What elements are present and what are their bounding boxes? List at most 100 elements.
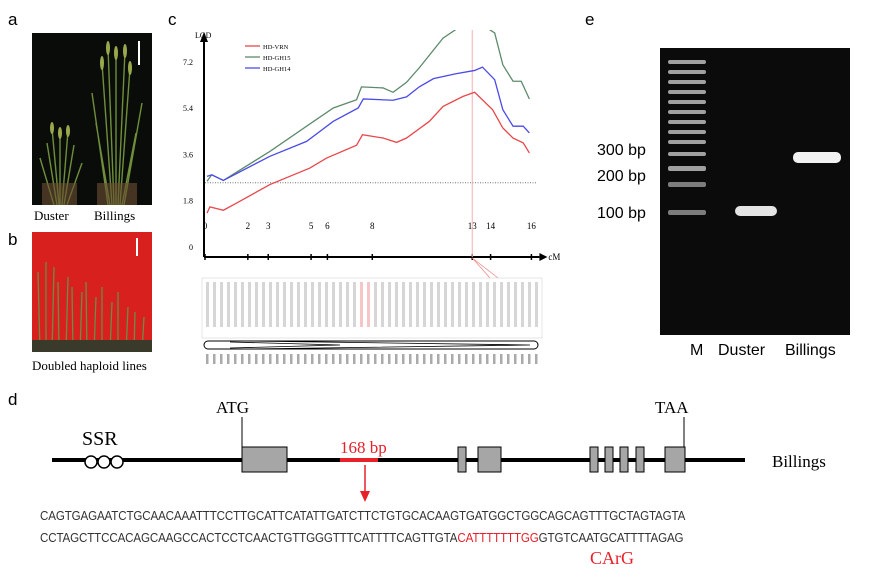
size-100bp: 100 bp [597, 205, 646, 222]
marker-name [402, 282, 405, 327]
lane-duster: Duster [718, 342, 766, 359]
ladder-band [668, 152, 706, 156]
marker-name [486, 282, 489, 327]
link-line [472, 257, 499, 279]
panel-label-b: b [8, 230, 18, 249]
marker-name [409, 282, 412, 327]
ladder-band [668, 166, 706, 171]
marker-name [472, 282, 475, 327]
position-label [493, 354, 496, 364]
marker-name [325, 282, 328, 327]
marker-name [381, 282, 384, 327]
marker-label: 16 [527, 221, 537, 231]
ssr-circles [84, 455, 124, 469]
marker-name [262, 282, 265, 327]
marker-name [269, 282, 272, 327]
marker-name [416, 282, 419, 327]
y-tick-label: 7.2 [183, 58, 193, 67]
panel-label-a: a [8, 10, 18, 29]
legend-entry: HD-GH14 [263, 66, 291, 73]
position-label [325, 354, 328, 364]
y-tick-label: 0 [189, 243, 193, 252]
marker-name [528, 282, 531, 327]
ladder-band [668, 90, 706, 94]
position-label [248, 354, 251, 364]
position-label [451, 354, 454, 364]
position-label [528, 354, 531, 364]
marker-map-box [201, 277, 543, 339]
position-label [416, 354, 419, 364]
caption-doubled-haploid-lines: Doubled haploid lines [32, 358, 147, 373]
x-axis-arrow [539, 253, 548, 261]
position-label [318, 354, 321, 364]
position-label [367, 354, 370, 364]
marker-name [465, 282, 468, 327]
size-200bp: 200 bp [597, 168, 646, 185]
carg-box-sequence: CATTTTTTTGG [457, 531, 539, 545]
position-label [395, 354, 398, 364]
atg-label: ATG [216, 398, 250, 417]
position-label [458, 354, 461, 364]
position-label [304, 354, 307, 364]
photo-doubled-haploid-lines [32, 232, 152, 352]
marker-name [241, 282, 244, 327]
panel-label-c: c [168, 10, 177, 29]
position-label [486, 354, 489, 364]
marker-name [276, 282, 279, 327]
marker-name [367, 282, 370, 327]
position-label [213, 354, 216, 364]
marker-name [507, 282, 510, 327]
position-label [423, 354, 426, 364]
series-line-hd-gh15 [206, 30, 530, 182]
marker-name [290, 282, 293, 327]
marker-name [227, 282, 230, 327]
y-axis-label: LOD [195, 31, 212, 40]
ladder-band [668, 80, 706, 84]
position-label [262, 354, 265, 364]
position-label [381, 354, 384, 364]
position-label [353, 354, 356, 364]
lane-billings: Billings [785, 342, 836, 359]
marker-name [430, 282, 433, 327]
sequence-line-2: CCTAGCTTCCACAGCAAGCCACTCCTCAACTGTTGGGTTT… [40, 531, 684, 545]
marker-name [437, 282, 440, 327]
position-label [479, 354, 482, 364]
position-label [290, 354, 293, 364]
position-label [374, 354, 377, 364]
marker-name [318, 282, 321, 327]
panel-label-e: e [585, 10, 595, 29]
marker-name [374, 282, 377, 327]
marker-name [255, 282, 258, 327]
marker-label: 0 [203, 221, 208, 231]
marker-name [304, 282, 307, 327]
exon-boxes [241, 446, 686, 473]
gene-structure-diagram [52, 417, 745, 502]
position-label [276, 354, 279, 364]
y-tick-label: 5.4 [183, 104, 193, 113]
label-billings: Billings [94, 208, 136, 223]
position-label [332, 354, 335, 364]
position-label [437, 354, 440, 364]
chromosome-links [229, 340, 531, 350]
marker-label: 6 [325, 221, 330, 231]
position-label [283, 354, 286, 364]
position-label [297, 354, 300, 364]
ladder-band [668, 60, 706, 64]
marker-name [395, 282, 398, 327]
billings-line-label: Billings [772, 452, 826, 471]
marker-name [388, 282, 391, 327]
marker-label: 2 [246, 221, 251, 231]
taa-label: TAA [655, 398, 689, 417]
insertion-label: 168 bp [340, 438, 387, 457]
marker-name [521, 282, 524, 327]
position-label [220, 354, 223, 364]
position-label [535, 354, 538, 364]
marker-label: 14 [486, 221, 496, 231]
position-label [311, 354, 314, 364]
position-label [514, 354, 517, 364]
position-label [388, 354, 391, 364]
marker-name [514, 282, 517, 327]
position-label [346, 354, 349, 364]
marker-name [339, 282, 342, 327]
